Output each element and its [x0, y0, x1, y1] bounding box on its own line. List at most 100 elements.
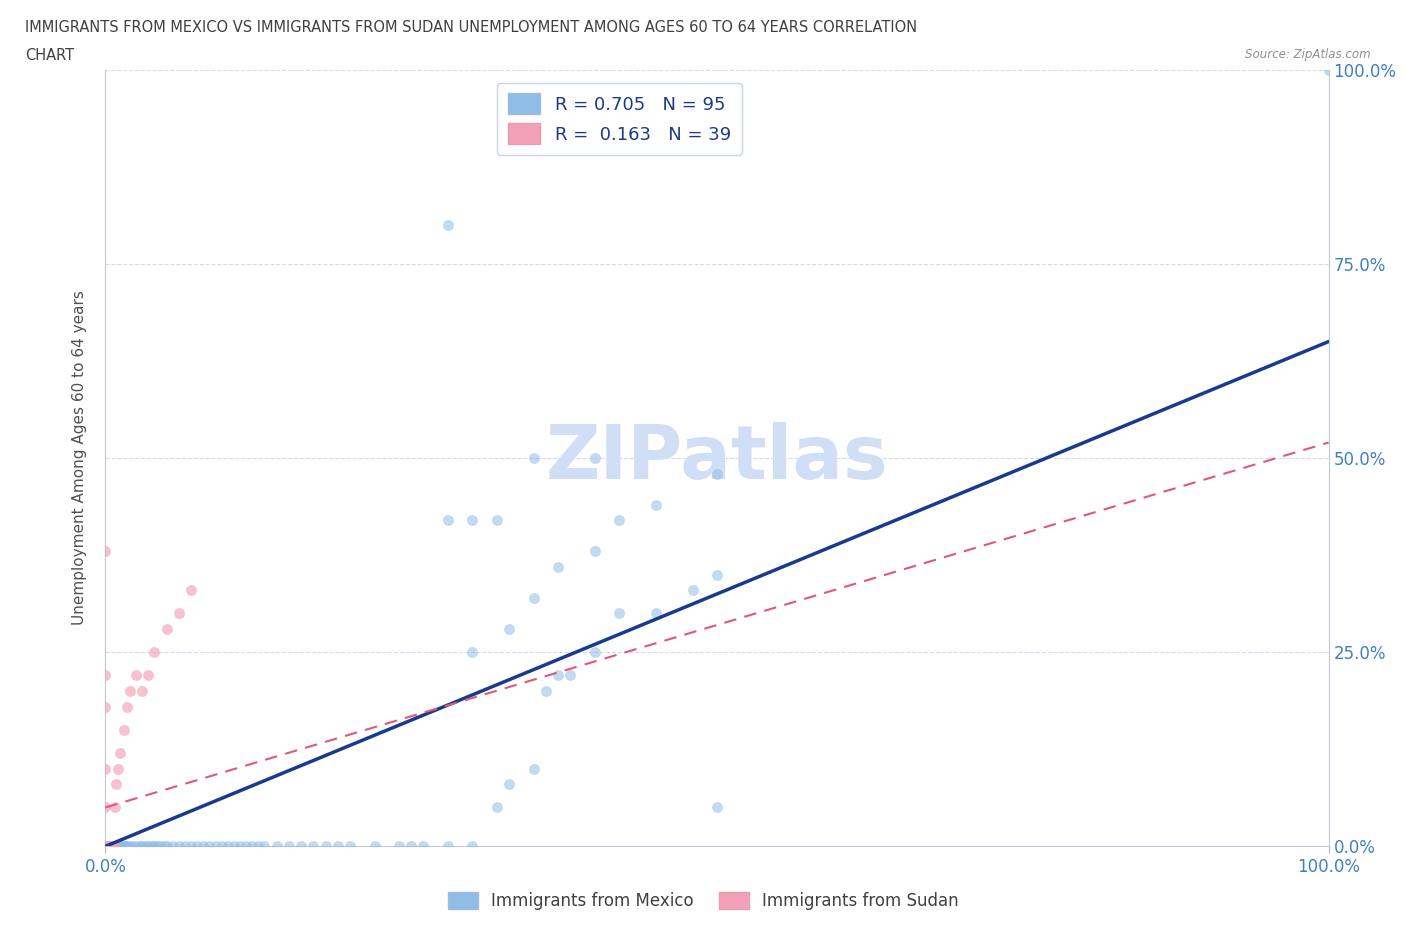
Point	[94, 839, 117, 854]
Point	[104, 839, 127, 854]
Point	[121, 839, 143, 854]
Point	[217, 839, 239, 854]
Text: Source: ZipAtlas.com: Source: ZipAtlas.com	[1246, 48, 1371, 61]
Point	[547, 668, 569, 683]
Point	[131, 684, 153, 698]
Point	[522, 591, 544, 605]
Point	[94, 839, 117, 854]
Point	[156, 621, 179, 636]
Point	[101, 839, 124, 854]
Point	[104, 800, 127, 815]
Point	[143, 644, 166, 659]
Point	[108, 839, 131, 854]
Point	[534, 684, 557, 698]
Point	[143, 839, 166, 854]
Point	[302, 839, 325, 854]
Point	[253, 839, 276, 854]
Point	[1317, 62, 1340, 77]
Point	[235, 839, 257, 854]
Point	[96, 839, 118, 854]
Point	[97, 839, 120, 854]
Point	[94, 544, 117, 559]
Point	[98, 839, 121, 854]
Point	[583, 644, 606, 659]
Point	[180, 839, 202, 854]
Point	[326, 839, 349, 854]
Point	[174, 839, 197, 854]
Point	[105, 777, 128, 791]
Point	[198, 839, 221, 854]
Point	[607, 606, 630, 621]
Point	[437, 218, 460, 232]
Point	[315, 839, 337, 854]
Legend: R = 0.705   N = 95, R =  0.163   N = 39: R = 0.705 N = 95, R = 0.163 N = 39	[496, 83, 741, 155]
Point	[114, 839, 136, 854]
Point	[94, 839, 117, 854]
Point	[125, 839, 148, 854]
Point	[607, 512, 630, 527]
Point	[522, 761, 544, 776]
Point	[706, 800, 728, 815]
Point	[290, 839, 312, 854]
Point	[412, 839, 434, 854]
Point	[107, 839, 129, 854]
Point	[222, 839, 245, 854]
Point	[108, 746, 131, 761]
Point	[229, 839, 252, 854]
Point	[136, 839, 159, 854]
Point	[706, 567, 728, 582]
Point	[100, 839, 122, 854]
Point	[498, 777, 520, 791]
Point	[146, 839, 169, 854]
Point	[135, 839, 157, 854]
Point	[108, 839, 131, 854]
Point	[94, 839, 117, 854]
Point	[112, 839, 135, 854]
Point	[94, 800, 117, 815]
Point	[644, 606, 668, 621]
Point	[162, 839, 184, 854]
Point	[388, 839, 411, 854]
Point	[706, 466, 728, 481]
Point	[682, 582, 704, 597]
Point	[278, 839, 301, 854]
Point	[96, 839, 118, 854]
Point	[118, 684, 141, 698]
Point	[94, 839, 117, 854]
Point	[247, 839, 270, 854]
Point	[485, 800, 508, 815]
Point	[94, 839, 117, 854]
Point	[266, 839, 288, 854]
Point	[128, 839, 150, 854]
Point	[583, 451, 606, 466]
Point	[167, 839, 190, 854]
Point	[107, 761, 129, 776]
Point	[103, 839, 125, 854]
Point	[98, 839, 121, 854]
Point	[97, 839, 120, 854]
Point	[94, 761, 117, 776]
Point	[211, 839, 233, 854]
Text: ZIPatlas: ZIPatlas	[546, 421, 889, 495]
Text: CHART: CHART	[25, 48, 75, 63]
Point	[98, 839, 121, 854]
Point	[461, 512, 484, 527]
Point	[94, 839, 117, 854]
Point	[94, 668, 117, 683]
Point	[94, 839, 117, 854]
Point	[111, 839, 134, 854]
Point	[94, 839, 117, 854]
Point	[437, 839, 460, 854]
Point	[240, 839, 263, 854]
Y-axis label: Unemployment Among Ages 60 to 64 years: Unemployment Among Ages 60 to 64 years	[72, 290, 87, 626]
Point	[583, 544, 606, 559]
Point	[94, 839, 117, 854]
Point	[461, 644, 484, 659]
Point	[94, 839, 117, 854]
Point	[498, 621, 520, 636]
Point	[485, 512, 508, 527]
Point	[156, 839, 179, 854]
Point	[153, 839, 176, 854]
Point	[437, 512, 460, 527]
Point	[401, 839, 423, 854]
